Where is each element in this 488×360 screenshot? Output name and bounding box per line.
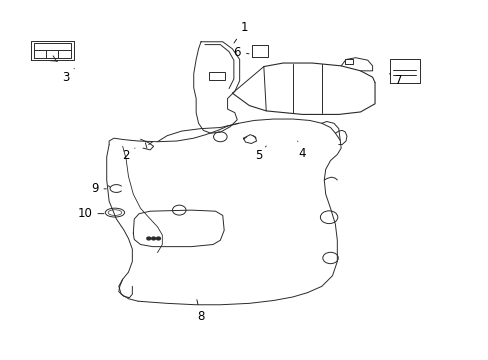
Text: 6: 6 <box>233 46 248 59</box>
Text: 8: 8 <box>197 300 204 323</box>
Text: 10: 10 <box>78 207 104 220</box>
Text: 1: 1 <box>233 21 248 43</box>
Text: 4: 4 <box>297 141 305 160</box>
Text: 3: 3 <box>62 68 74 84</box>
Circle shape <box>151 237 155 240</box>
Text: 5: 5 <box>255 146 265 162</box>
Text: 2: 2 <box>122 148 135 162</box>
Circle shape <box>156 237 160 240</box>
Text: 9: 9 <box>91 183 106 195</box>
Text: 7: 7 <box>389 74 402 87</box>
Circle shape <box>146 237 150 240</box>
